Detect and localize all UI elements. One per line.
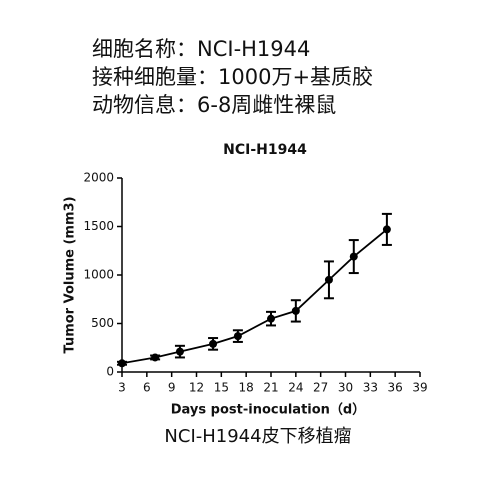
data-point [118,359,126,368]
x-tick-label: 9 [168,381,176,395]
x-tick-label: 33 [363,381,378,395]
caption: NCI-H1944皮下移植瘤 [164,426,351,447]
y-tick-label: 1500 [83,219,114,233]
data-point [349,252,358,261]
data-point [175,347,184,356]
data-point [151,353,160,362]
x-axis-label: Days post-inoculation（d） [171,402,365,418]
data-point [209,339,218,348]
data-point [382,225,391,234]
x-tick-label: 39 [412,381,427,395]
x-tick-label: 12 [189,381,204,395]
y-tick-label: 1000 [83,268,114,282]
header-line: 接种细胞量：1000万+基质胶 [92,65,373,89]
x-tick-label: 27 [313,381,328,395]
x-tick-label: 18 [239,381,254,395]
chart-title: NCI-H1944 [223,142,307,158]
x-tick-label: 3 [118,381,126,395]
x-tick-label: 21 [263,381,278,395]
x-tick-label: 30 [338,381,353,395]
data-line [121,228,388,365]
header-line: 动物信息：6-8周雌性裸鼠 [92,93,336,117]
y-tick-label: 500 [91,316,114,330]
y-tick-label: 2000 [83,171,114,185]
x-tick-label: 15 [214,381,229,395]
y-axis-label: Tumor Volume (mm3) [63,196,78,353]
x-tick-label: 36 [388,381,403,395]
x-tick-label: 24 [288,381,303,395]
data-point [233,332,242,341]
data-point [324,275,333,284]
data-point [291,306,300,315]
y-tick-label: 0 [106,365,114,379]
header-line: 细胞名称：NCI-H1944 [92,37,310,61]
data-point [267,314,275,323]
x-tick-label: 6 [143,381,151,395]
